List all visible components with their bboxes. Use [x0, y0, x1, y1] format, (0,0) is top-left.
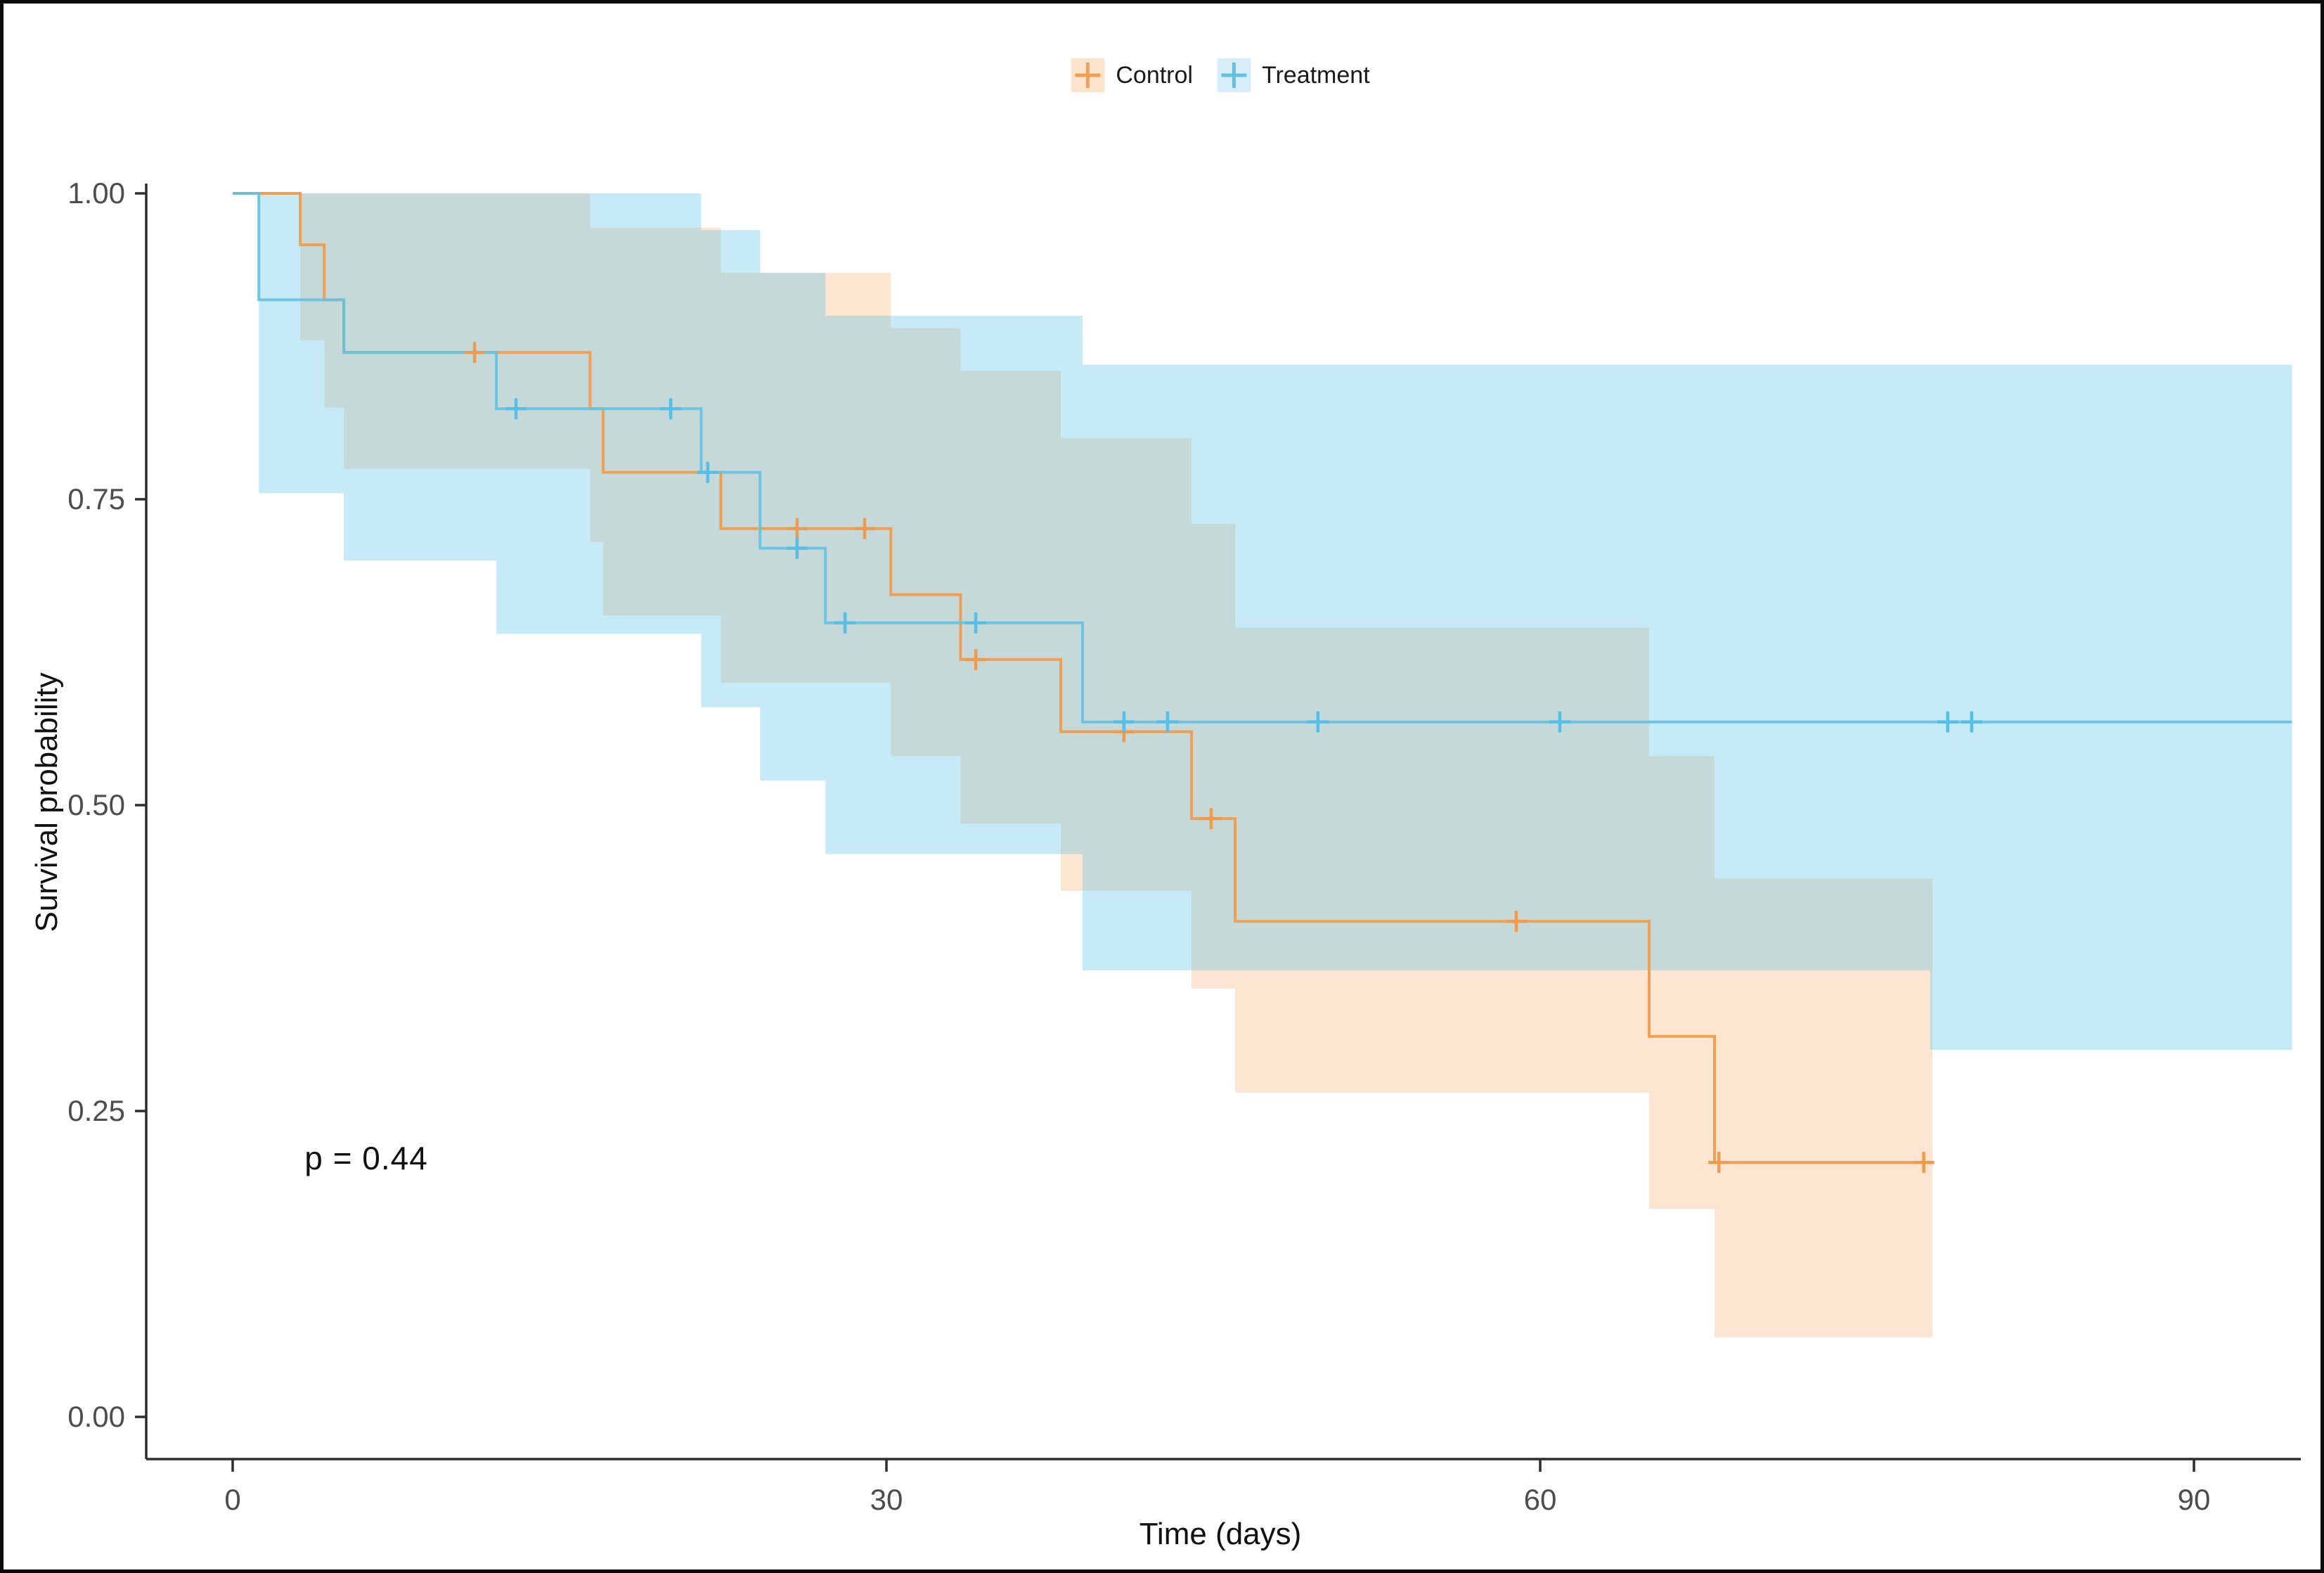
x-tick-label: 90	[2178, 1483, 2211, 1516]
km-plot-canvas: 0.00 0.25 0.50 0.75 1.00 0 30 60 90	[67, 176, 2301, 1516]
x-tick-label: 0	[224, 1483, 240, 1516]
treatment-censor-marks	[505, 398, 1982, 733]
legend: Control Treatment	[1071, 58, 1370, 92]
y-tick-label: 0.00	[67, 1400, 125, 1433]
y-tick-label: 0.50	[67, 788, 125, 821]
legend-item-control: Control	[1071, 58, 1193, 92]
legend-key-plus-icon	[1216, 58, 1251, 92]
p-value-annotation: p = 0.44	[304, 1139, 428, 1176]
legend-key-plus-icon	[1071, 58, 1105, 92]
legend-label: Control	[1116, 61, 1193, 89]
y-tick-label: 0.75	[67, 482, 125, 515]
x-tick-label: 30	[870, 1483, 903, 1516]
x-axis-title: Time (days)	[1139, 1517, 1302, 1551]
treatment-survival-curve	[233, 192, 2292, 724]
y-tick-label: 1.00	[67, 176, 125, 210]
x-tick-label: 60	[1524, 1483, 1557, 1516]
legend-item-treatment: Treatment	[1216, 58, 1370, 92]
y-axis-title: Survival probability	[30, 672, 64, 932]
y-tick-label: 0.25	[67, 1094, 125, 1127]
treatment-confidence-ribbon	[259, 193, 2292, 1050]
legend-label: Treatment	[1261, 61, 1370, 89]
